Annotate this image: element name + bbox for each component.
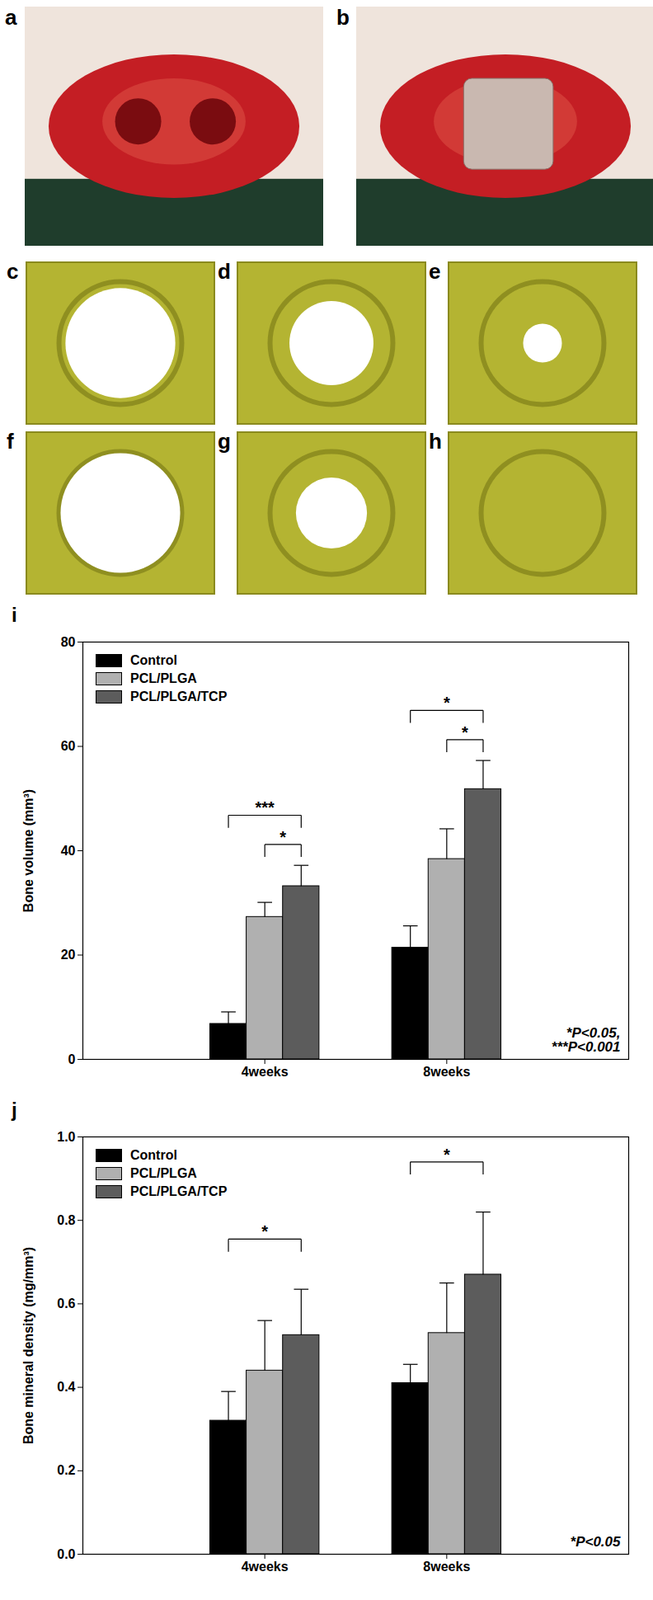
html-text:PCL/PLGA: PCL/PLGA bbox=[130, 671, 197, 686]
svg-text:80: 80 bbox=[61, 634, 76, 649]
html-text:j: j bbox=[11, 1098, 18, 1121]
svg-text:8weeks: 8weeks bbox=[422, 1559, 470, 1574]
html-text:PCL/PLGA: PCL/PLGA bbox=[130, 1165, 197, 1180]
svg-text:0.2: 0.2 bbox=[56, 1462, 76, 1477]
svg-text:40: 40 bbox=[61, 843, 76, 858]
svg-text:*: * bbox=[461, 723, 469, 742]
svg-text:***: *** bbox=[254, 798, 275, 817]
html-text:Control: Control bbox=[130, 1147, 178, 1162]
svg-text:e: e bbox=[428, 258, 441, 284]
svg-text:0.4: 0.4 bbox=[56, 1379, 76, 1394]
svg-text:*P<0.05: *P<0.05 bbox=[570, 1533, 622, 1550]
svg-text:4weeks: 4weeks bbox=[241, 1064, 289, 1079]
svg-text:a: a bbox=[4, 4, 18, 30]
svg-text:8weeks: 8weeks bbox=[422, 1064, 470, 1079]
svg-text:g: g bbox=[217, 428, 231, 454]
svg-text:4weeks: 4weeks bbox=[241, 1559, 289, 1574]
svg-text:*: * bbox=[279, 827, 287, 846]
svg-text:0.8: 0.8 bbox=[56, 1212, 76, 1227]
svg-text:*: * bbox=[443, 693, 451, 712]
html-text:i: i bbox=[11, 603, 18, 626]
svg-text:1.0: 1.0 bbox=[56, 1129, 76, 1144]
svg-text:20: 20 bbox=[61, 947, 76, 962]
svg-text:b: b bbox=[336, 4, 350, 30]
svg-text:0.6: 0.6 bbox=[56, 1296, 76, 1311]
svg-text:0: 0 bbox=[68, 1052, 76, 1067]
svg-text:*: * bbox=[443, 1145, 451, 1164]
html-text:PCL/PLGA/TCP: PCL/PLGA/TCP bbox=[130, 1183, 227, 1198]
html-text:PCL/PLGA/TCP: PCL/PLGA/TCP bbox=[130, 689, 227, 704]
svg-text:Bone mineral density (mg/mm³): Bone mineral density (mg/mm³) bbox=[21, 1246, 36, 1444]
html-text:Control: Control bbox=[130, 653, 178, 668]
svg-text:c: c bbox=[6, 258, 19, 284]
svg-text:60: 60 bbox=[61, 738, 76, 753]
svg-text:*: * bbox=[261, 1221, 268, 1241]
svg-text:0.0: 0.0 bbox=[56, 1546, 76, 1561]
svg-text:f: f bbox=[6, 428, 15, 454]
svg-text:*P<0.05,***P<0.001: *P<0.05,***P<0.001 bbox=[551, 1024, 621, 1055]
svg-text:d: d bbox=[217, 258, 231, 284]
svg-text:Bone volume (mm³): Bone volume (mm³) bbox=[21, 789, 36, 912]
svg-text:h: h bbox=[428, 428, 442, 454]
